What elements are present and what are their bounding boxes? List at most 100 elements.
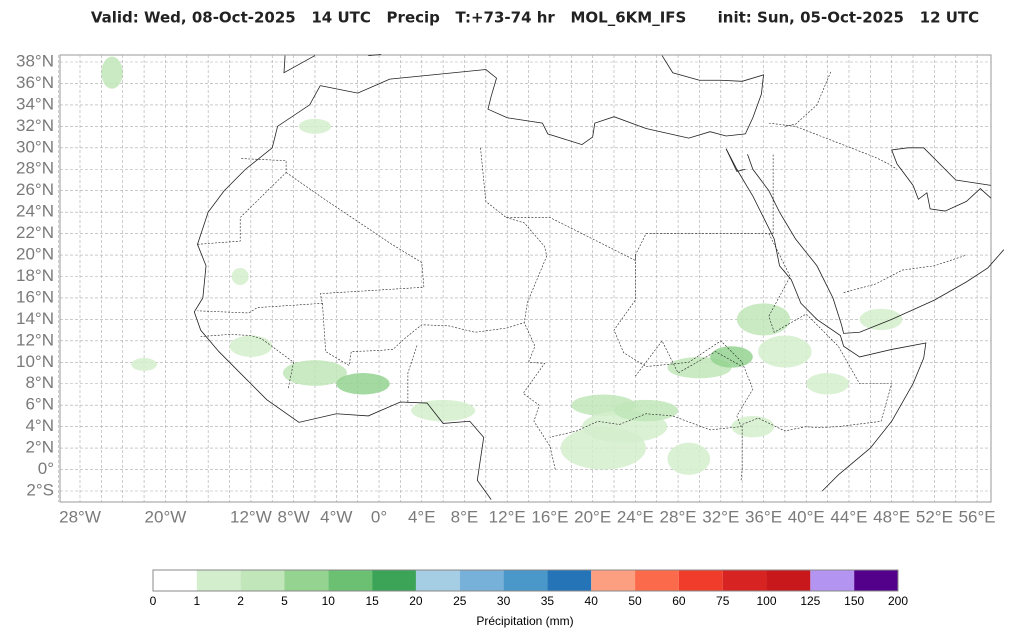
colorbar-tick-label: 30	[497, 594, 511, 608]
lat-label: 30°N	[16, 137, 54, 156]
title: Valid: Wed, 08-Oct-2025 14 UTC Precip T:…	[91, 9, 979, 27]
colorbar-swatch	[372, 570, 416, 591]
colorbar-tick-label: 100	[757, 594, 777, 608]
colorbar-swatch	[503, 570, 548, 591]
coastline	[891, 147, 992, 212]
lon-label: 48°E	[873, 507, 910, 526]
precip-area	[859, 308, 903, 331]
precip-area	[101, 56, 123, 89]
lat-label: 12°N	[16, 330, 54, 349]
lon-label: 32°E	[702, 507, 739, 526]
coastline	[283, 55, 316, 74]
colorbar: 0 1 2 5 10 15 20 25 30 35 40 50 60 75 100 125 150 200	[150, 569, 908, 608]
colorbar-tick-label: 50	[628, 594, 642, 608]
lon-label: 44°E	[830, 507, 867, 526]
colorbar-tick-label: 20	[409, 594, 423, 608]
colorbar-outline	[152, 569, 899, 592]
colorbar-label: Précipitation (mm)	[476, 614, 573, 628]
colorbar-tick-label: 75	[716, 594, 730, 608]
colorbar-tick-label: 1	[193, 594, 200, 608]
border	[740, 233, 893, 481]
lon-label: 40°E	[788, 507, 825, 526]
colorbar-tick-label: 200	[888, 594, 908, 608]
lon-label: 12°E	[489, 507, 526, 526]
precip-area	[806, 373, 849, 395]
colorbar-tick-label: 40	[585, 594, 599, 608]
colorbar-swatch	[240, 570, 285, 591]
lon-label: 8°W	[277, 507, 309, 526]
lon-label: 56°E	[959, 507, 996, 526]
border	[506, 217, 556, 470]
precip-area	[336, 373, 390, 395]
colorbar-swatch	[810, 570, 855, 591]
lat-label: 24°N	[16, 202, 54, 221]
lon-label: 4°W	[320, 507, 352, 526]
precip-area	[667, 442, 711, 475]
lat-label: 2°N	[25, 438, 54, 457]
coastline	[193, 85, 492, 500]
border	[635, 340, 743, 377]
lat-label: 36°N	[16, 73, 54, 92]
border	[843, 254, 967, 293]
precip-area	[282, 360, 347, 386]
border	[197, 172, 425, 314]
lat-label: 28°N	[16, 159, 54, 178]
lat-label: 26°N	[16, 180, 54, 199]
colorbar-swatch	[591, 570, 636, 591]
lat-label: 14°N	[16, 309, 54, 328]
lon-label: 28°E	[660, 507, 697, 526]
lat-label: 6°N	[25, 395, 54, 414]
precip-area	[131, 358, 157, 371]
lat-label: 10°N	[16, 352, 54, 371]
lon-label: 24°E	[617, 507, 654, 526]
colorbar-swatch	[678, 570, 723, 591]
lat-label: 20°N	[16, 245, 54, 264]
precip-area	[560, 426, 647, 470]
precip-area	[731, 415, 775, 438]
precip-area	[736, 303, 791, 336]
colorbar-swatch	[854, 570, 898, 591]
colorbar-tick-label: 25	[453, 594, 467, 608]
precip-area	[298, 118, 331, 134]
lat-label: 0°	[38, 459, 54, 478]
colorbar-swatch	[153, 570, 197, 591]
map-frame	[59, 54, 992, 503]
lon-label: 20°E	[574, 507, 611, 526]
colorbar-tick-label: 150	[844, 594, 864, 608]
colorbar-tick-label: 125	[800, 594, 820, 608]
lon-label: 8°E	[451, 507, 479, 526]
lat-label: 18°N	[16, 266, 54, 285]
colorbar-swatch	[547, 570, 592, 591]
lon-label: 12°W	[230, 507, 272, 526]
precip-area	[758, 335, 812, 368]
border	[768, 122, 898, 170]
colorbar-tick-label: 0	[150, 594, 157, 608]
colorbar-tick-label: 10	[322, 594, 336, 608]
lat-label: 34°N	[16, 94, 54, 113]
border	[549, 255, 754, 438]
precip-area	[229, 335, 273, 357]
colorbar-tick-label: 2	[237, 594, 244, 608]
colorbar-swatch	[722, 570, 767, 591]
lat-label: 16°N	[16, 287, 54, 306]
coastline	[320, 55, 764, 146]
colorbar-tick-label: 15	[365, 594, 379, 608]
lon-label: 16°E	[531, 507, 568, 526]
precip-area	[614, 399, 679, 422]
lat-label: 8°N	[25, 373, 54, 392]
lat-label: 38°N	[16, 51, 54, 70]
colorbar-swatch	[459, 570, 504, 591]
lon-label: 36°E	[745, 507, 782, 526]
colorbar-tick-label: 60	[672, 594, 686, 608]
border	[197, 158, 287, 245]
lon-label: 0°	[371, 507, 387, 526]
border	[784, 71, 832, 127]
colorbar-swatch	[328, 570, 373, 591]
axis-labels: 38°N 36°N 34°N 32°N 30°N 28°N 26°N 24°N 22°N 20°N…	[16, 51, 996, 526]
border	[200, 334, 294, 389]
lon-label: 20°W	[145, 507, 187, 526]
lat-label: 4°N	[25, 416, 54, 435]
lat-label: 32°N	[16, 116, 54, 135]
precip-area	[231, 267, 249, 286]
lat-label: 22°N	[16, 223, 54, 242]
